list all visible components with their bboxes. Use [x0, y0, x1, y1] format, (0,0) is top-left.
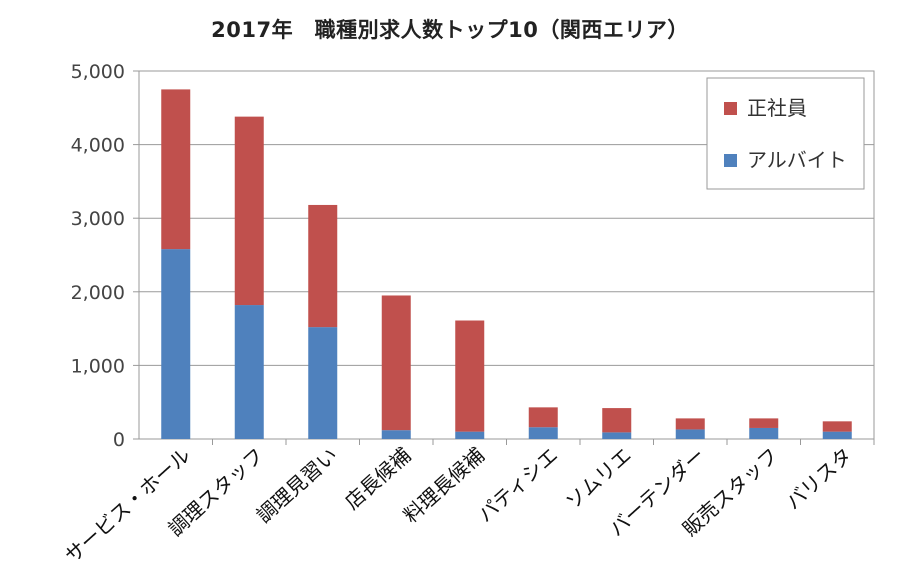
y-tick-label: 0: [113, 429, 125, 451]
bar-part-time: [528, 427, 558, 439]
legend-label: アルバイト: [747, 148, 847, 172]
x-tick-label: バリスタ: [781, 443, 857, 514]
bar-full-time: [528, 407, 558, 428]
bar-full-time: [602, 408, 632, 433]
bar-part-time: [822, 431, 852, 439]
y-tick-label: 2,000: [71, 282, 125, 304]
x-tick-label: パティシエ: [473, 443, 562, 527]
bar-part-time: [308, 327, 338, 439]
bar-full-time: [381, 295, 411, 431]
bar-part-time: [749, 427, 779, 439]
bar-part-time: [455, 431, 485, 439]
bar-full-time: [749, 418, 779, 428]
bar-full-time: [455, 320, 485, 432]
x-tick-label: 調理見習い: [252, 443, 342, 528]
bar-full-time: [675, 418, 705, 430]
bar-part-time: [161, 249, 191, 439]
bar-part-time: [675, 429, 705, 439]
bar-full-time: [161, 89, 191, 250]
x-tick-label: ソムリエ: [561, 443, 636, 514]
y-tick-label: 3,000: [71, 208, 125, 230]
legend-label: 正社員: [747, 96, 807, 120]
x-tick-label: 料理長候補: [399, 443, 489, 528]
bar-part-time: [234, 305, 264, 439]
x-tick-label: サービス・ホール: [60, 443, 195, 568]
bar-full-time: [234, 116, 264, 306]
bar-full-time: [822, 421, 852, 432]
bar-full-time: [308, 204, 338, 328]
legend-swatch: [724, 154, 737, 167]
bar-part-time: [602, 432, 632, 439]
legend-swatch: [724, 102, 737, 115]
y-tick-label: 5,000: [71, 61, 125, 83]
y-tick-label: 4,000: [71, 135, 125, 157]
chart-title: 2017年 職種別求人数トップ10（関西エリア）: [211, 18, 689, 42]
y-tick-label: 1,000: [71, 355, 125, 377]
bar-part-time: [381, 430, 411, 439]
legend-box: [706, 77, 865, 190]
